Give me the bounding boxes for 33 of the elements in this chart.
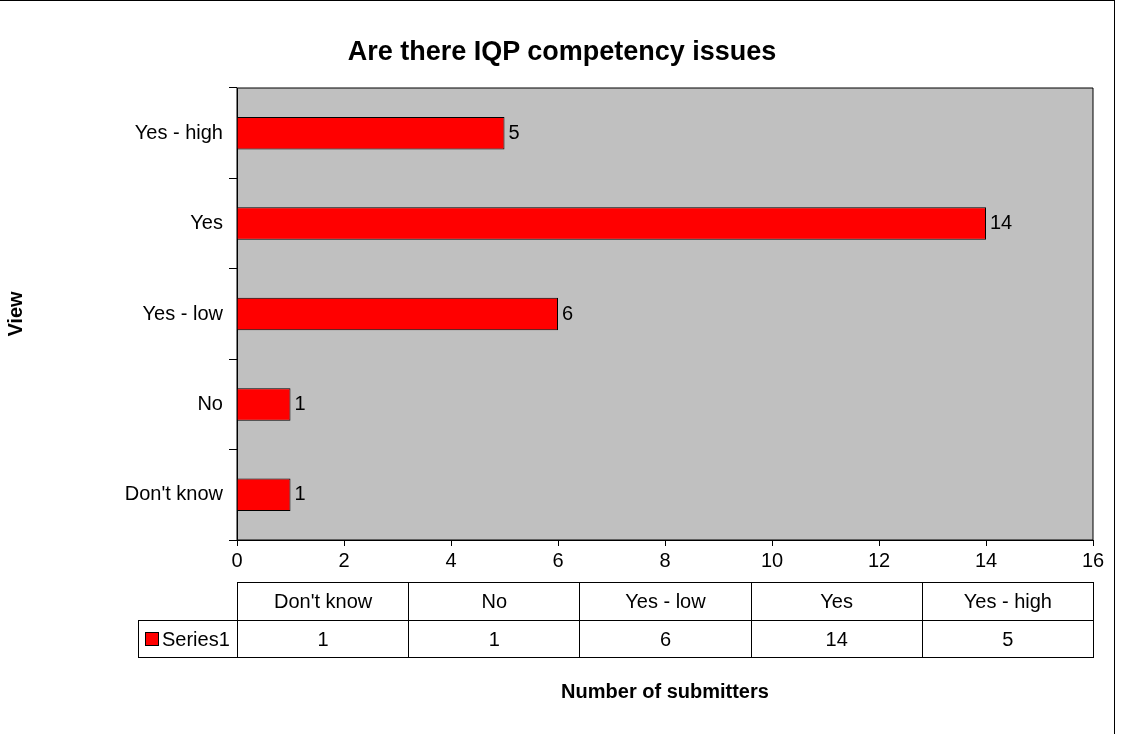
y-tick-label: Yes - high <box>134 120 223 143</box>
text: 14 <box>825 627 848 650</box>
x-tick-label: 10 <box>760 548 784 571</box>
category-label: No <box>481 590 508 612</box>
y-tick-label: No <box>197 391 223 414</box>
data-label: 1 <box>294 482 306 505</box>
x-tick-label: 2 <box>338 548 350 571</box>
x-tick-label: 12 <box>867 548 891 571</box>
x-tick-label: 14 <box>974 548 998 571</box>
x-tick-label: 16 <box>1081 548 1105 571</box>
category-label: Yes <box>820 590 853 612</box>
data-label: 14 <box>990 211 1013 234</box>
data-label: 5 <box>508 120 520 143</box>
category-label: Yes - high <box>963 590 1052 612</box>
category-label: Don't know <box>273 590 373 612</box>
y-tick-label: Don't know <box>124 482 224 505</box>
text: 1 <box>317 627 329 650</box>
text: Number of submitters <box>560 680 770 703</box>
chart-title: Are there IQP competency issues <box>346 36 778 67</box>
data-label: 1 <box>294 391 306 414</box>
text: 5 <box>1002 627 1014 650</box>
y-tick-label: Yes - low <box>142 301 224 324</box>
x-tick-label: 0 <box>231 548 243 571</box>
y-axis-title: View <box>3 290 26 337</box>
data-label: 6 <box>562 301 574 324</box>
text: 6 <box>659 627 672 650</box>
x-tick-label: 6 <box>552 548 564 571</box>
x-tick-label: 8 <box>659 548 671 571</box>
category-label: Yes - low <box>625 590 706 612</box>
text: 1 <box>488 627 500 650</box>
legend-label: Series1 <box>162 627 230 651</box>
y-tick-label: Yes <box>190 211 223 234</box>
x-tick-label: 4 <box>445 548 457 571</box>
